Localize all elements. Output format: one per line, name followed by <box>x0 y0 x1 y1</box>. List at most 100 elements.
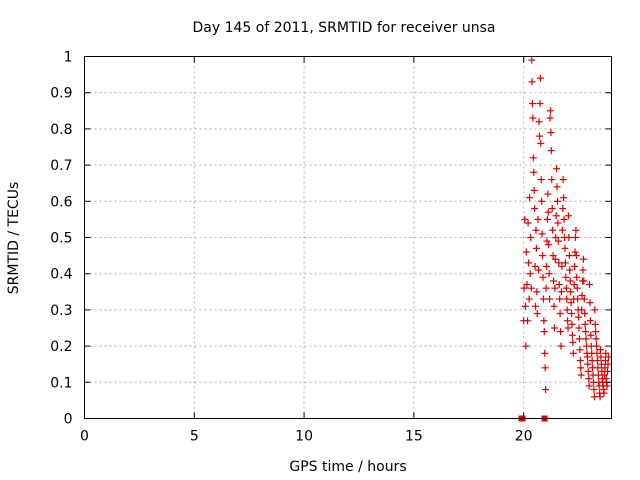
data-point <box>575 324 583 332</box>
data-point <box>597 346 605 354</box>
y-tick-label: 0.2 <box>50 339 72 355</box>
data-point <box>564 324 572 332</box>
data-point <box>551 255 559 263</box>
data-point <box>560 215 568 223</box>
data-point <box>570 281 578 289</box>
data-point <box>530 186 538 194</box>
data-point <box>528 78 536 86</box>
data-point <box>524 317 532 325</box>
x-tick-label: 15 <box>405 429 423 445</box>
data-point <box>548 205 556 213</box>
data-point <box>577 364 585 372</box>
data-point <box>532 302 540 310</box>
y-tick-label: 0 <box>64 412 73 428</box>
data-point <box>551 284 559 292</box>
data-point <box>596 393 604 401</box>
data-point <box>566 277 574 285</box>
data-point <box>601 357 609 365</box>
data-point <box>563 306 571 314</box>
data-point <box>533 310 541 318</box>
data-point <box>532 226 540 234</box>
data-point <box>594 371 602 379</box>
data-point <box>597 353 605 361</box>
x-tick-label: 0 <box>80 429 89 445</box>
data-point <box>544 190 552 198</box>
data-point <box>565 252 573 260</box>
data-point <box>557 342 565 350</box>
data-point <box>526 194 534 202</box>
data-point <box>533 288 541 296</box>
data-point <box>539 273 547 281</box>
y-tick-label: 0.3 <box>50 303 72 319</box>
data-point <box>525 295 533 303</box>
data-point <box>541 349 549 357</box>
x-axis-title: GPS time / hours <box>289 459 406 475</box>
data-point <box>583 353 591 361</box>
data-point <box>569 349 577 357</box>
data-point <box>546 107 554 115</box>
data-point <box>600 371 608 379</box>
data-point <box>564 317 572 325</box>
data-point <box>520 284 528 292</box>
data-point <box>561 259 569 267</box>
data-point <box>549 252 557 260</box>
data-point <box>559 205 567 213</box>
y-tick-label: 0.9 <box>50 86 72 102</box>
data-point <box>537 139 545 147</box>
data-point <box>581 310 589 318</box>
data-point <box>567 299 575 307</box>
data-point <box>553 165 561 173</box>
data-point <box>574 295 582 303</box>
data-point <box>573 273 581 281</box>
data-point <box>575 335 583 343</box>
data-point <box>580 277 588 285</box>
data-point <box>600 389 608 397</box>
data-point <box>593 349 601 357</box>
data-point <box>561 244 569 252</box>
x-tick-label: 20 <box>515 429 533 445</box>
grid-layer <box>84 56 612 419</box>
data-point <box>530 168 538 176</box>
y-tick-label: 0.8 <box>50 122 72 138</box>
data-point <box>521 215 529 223</box>
data-point <box>584 360 592 368</box>
data-point <box>579 266 587 274</box>
data-point <box>592 328 600 336</box>
data-point <box>546 295 554 303</box>
data-point <box>576 357 584 365</box>
data-point <box>592 335 600 343</box>
data-point <box>602 349 610 357</box>
data-point <box>550 302 558 310</box>
data-point <box>535 132 543 140</box>
data-point <box>540 317 548 325</box>
data-point <box>547 129 555 137</box>
data-point <box>558 226 566 234</box>
data-point <box>593 342 601 350</box>
data-point <box>532 244 540 252</box>
x-tick-label: 5 <box>190 429 199 445</box>
data-point <box>566 266 574 274</box>
data-point <box>547 147 555 155</box>
data-point <box>601 364 609 372</box>
data-point <box>543 262 551 270</box>
data-point <box>542 284 550 292</box>
data-point <box>529 154 537 162</box>
data-point <box>586 317 594 325</box>
data-point <box>582 335 590 343</box>
data-point <box>591 306 599 314</box>
data-point <box>550 277 558 285</box>
data-point <box>578 306 586 314</box>
data-point <box>581 320 589 328</box>
data-point <box>539 295 547 303</box>
data-point <box>582 328 590 336</box>
chart-title: Day 145 of 2011, SRMTID for receiver uns… <box>192 20 495 36</box>
data-point <box>585 382 593 390</box>
data-point <box>604 367 612 375</box>
data-point <box>545 241 553 249</box>
data-point <box>522 342 530 350</box>
data-point <box>556 295 564 303</box>
data-point <box>565 234 573 241</box>
data-point <box>527 234 535 241</box>
data-point <box>557 288 565 296</box>
data-point <box>552 234 560 241</box>
